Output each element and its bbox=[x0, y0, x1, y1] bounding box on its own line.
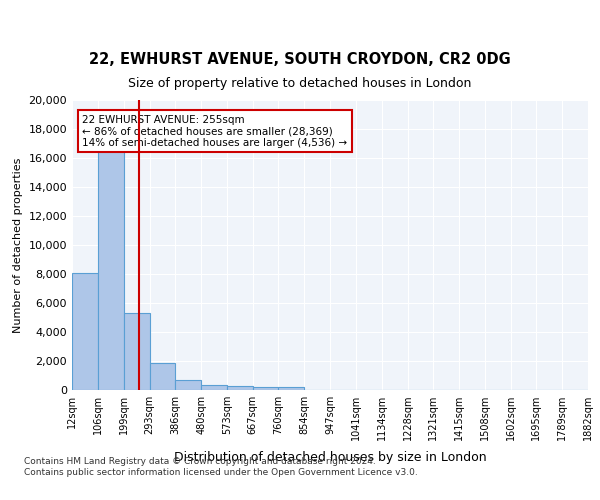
Bar bbox=[278, 387, 304, 390]
Text: Size of property relative to detached houses in London: Size of property relative to detached ho… bbox=[128, 78, 472, 90]
Bar bbox=[175, 380, 201, 390]
Bar bbox=[72, 272, 98, 390]
Bar bbox=[201, 385, 227, 390]
Bar bbox=[227, 386, 253, 390]
Bar bbox=[253, 386, 278, 390]
X-axis label: Distribution of detached houses by size in London: Distribution of detached houses by size … bbox=[173, 452, 487, 464]
Bar bbox=[149, 363, 175, 390]
Text: Contains HM Land Registry data © Crown copyright and database right 2024.
Contai: Contains HM Land Registry data © Crown c… bbox=[24, 458, 418, 477]
Y-axis label: Number of detached properties: Number of detached properties bbox=[13, 158, 23, 332]
Bar bbox=[98, 151, 124, 390]
Text: 22, EWHURST AVENUE, SOUTH CROYDON, CR2 0DG: 22, EWHURST AVENUE, SOUTH CROYDON, CR2 0… bbox=[89, 52, 511, 68]
Bar bbox=[124, 313, 149, 390]
Text: 22 EWHURST AVENUE: 255sqm
← 86% of detached houses are smaller (28,369)
14% of s: 22 EWHURST AVENUE: 255sqm ← 86% of detac… bbox=[82, 114, 347, 148]
